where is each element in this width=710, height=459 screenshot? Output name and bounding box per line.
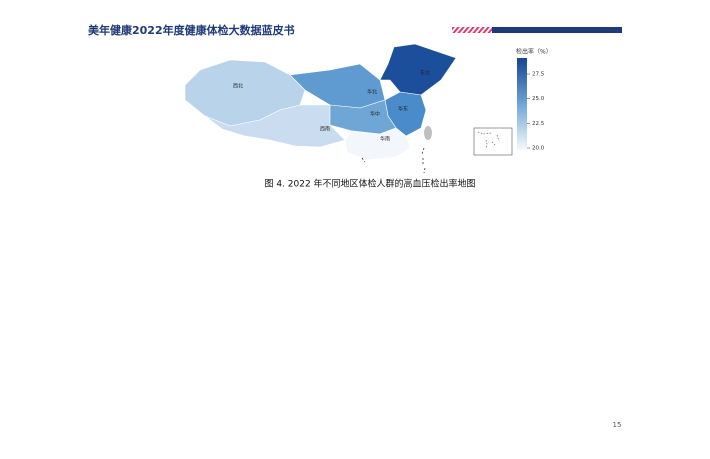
header-stripes	[452, 27, 492, 33]
figure-caption: 图 4. 2022 年不同地区体检人群的高血压检出率地图	[264, 178, 475, 190]
region	[289, 63, 386, 109]
region-label: 西南	[320, 126, 330, 133]
legend-tick-label: 25.0	[532, 96, 545, 102]
region-label: 东北	[420, 70, 430, 77]
header-bar	[492, 27, 622, 33]
region-label: 华南	[380, 136, 390, 143]
legend-tick-label: 27.5	[532, 72, 545, 78]
legend-tick-label: 22.5	[532, 121, 545, 127]
legend-tick-label: 20.0	[532, 146, 545, 152]
header-title: 美年健康2022年度健康体检大数据蓝皮书	[88, 23, 295, 37]
page-number: 15	[613, 421, 622, 429]
inset-box	[473, 127, 513, 156]
region	[379, 43, 457, 96]
region	[344, 127, 411, 161]
region	[204, 104, 346, 148]
region-label: 西北	[233, 83, 243, 90]
inset-islands	[477, 131, 500, 150]
region-label: 华中	[370, 111, 380, 118]
map	[184, 43, 457, 161]
region-label: 华东	[398, 106, 408, 113]
legend-title: 检出率（%）	[516, 48, 552, 56]
island	[424, 126, 432, 140]
region-label: 华北	[367, 89, 377, 96]
colorbar	[517, 58, 527, 150]
